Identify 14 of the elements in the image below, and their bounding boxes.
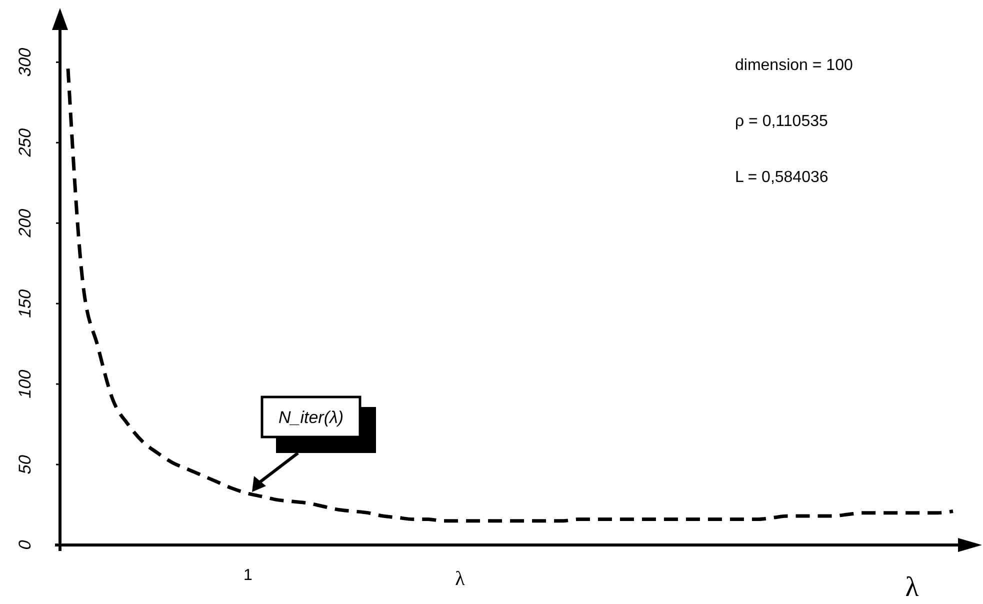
x-axis-title: λ <box>455 568 466 590</box>
y-tick-label: 0 <box>14 538 34 552</box>
x-tick-label: 1 <box>244 567 253 584</box>
text: λ <box>905 572 920 603</box>
y-tick-label: 200 <box>14 206 34 240</box>
annotation: ρ = 0,110535 <box>735 113 828 130</box>
annotation: N_iter(λ) <box>278 408 344 427</box>
y-tick-label: 50 <box>14 452 34 476</box>
annotation: L = 0,584036 <box>735 169 828 186</box>
y-tick-label: 100 <box>14 367 34 400</box>
annotation: dimension = 100 <box>735 57 853 74</box>
y-tick-label: 300 <box>14 46 34 78</box>
y-tick-label: 250 <box>14 126 34 159</box>
y-tick-label: 150 <box>14 287 34 320</box>
